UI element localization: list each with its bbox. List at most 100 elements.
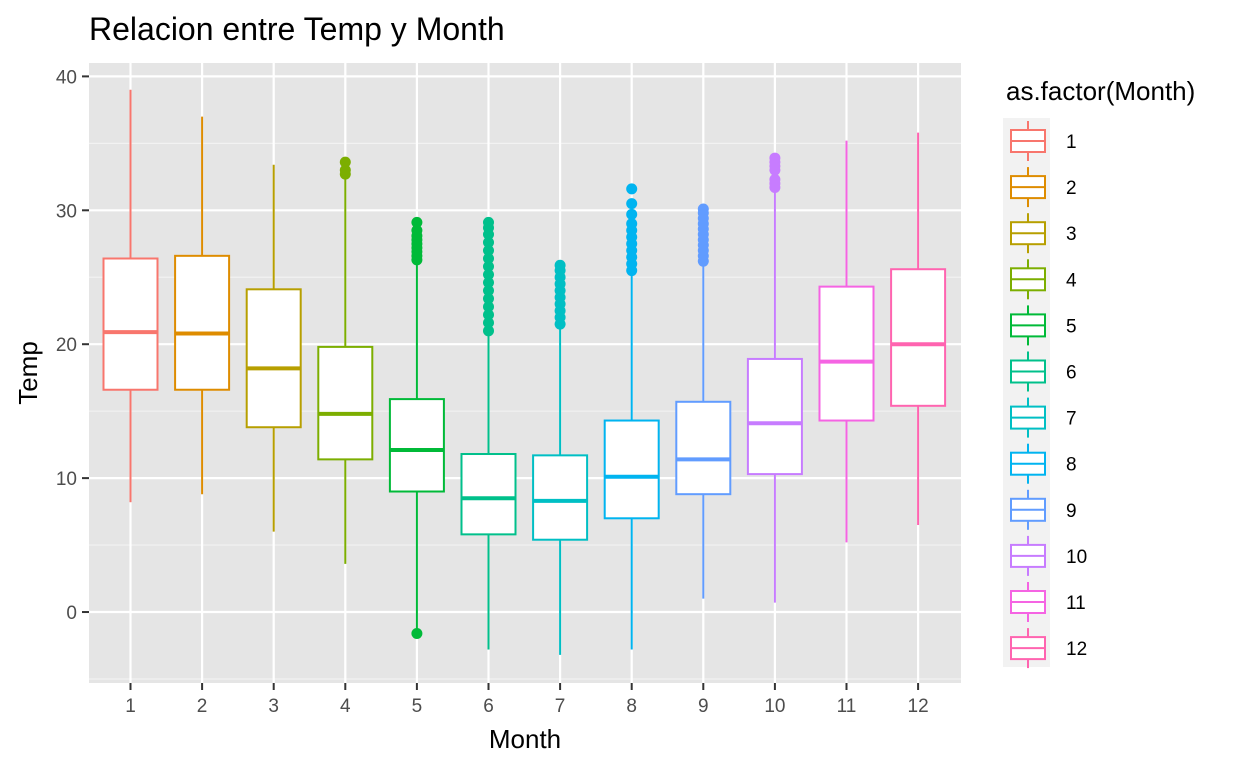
box-month-3 [245, 164, 302, 532]
x-tick-label: 5 [412, 696, 423, 717]
outlier-point [483, 244, 494, 256]
x-tick-label: 11 [837, 696, 857, 717]
box-month-1 [102, 89, 159, 503]
legend-item-9: 9 [1010, 489, 1077, 530]
legend-item-3: 3 [1010, 213, 1077, 254]
legend-label: 12 [1066, 639, 1087, 660]
legend-item-10: 10 [1010, 535, 1087, 576]
y-tick-label: 0 [66, 603, 77, 624]
outlier-point [554, 259, 566, 271]
box-body [890, 268, 947, 407]
x-tick-label: 3 [268, 696, 279, 717]
x-tick-label: 1 [125, 696, 136, 717]
box-month-2 [174, 116, 231, 495]
outlier-point [339, 156, 351, 168]
box-body [245, 288, 302, 429]
outlier-point [339, 164, 351, 176]
box-body [388, 398, 445, 493]
outlier-point [483, 309, 494, 321]
outlier-point [483, 253, 494, 265]
outlier-point [483, 293, 494, 305]
legend-key-background [1003, 118, 1050, 667]
legend-label: 8 [1066, 455, 1077, 476]
outlier-point [483, 301, 494, 313]
x-tick-label: 6 [483, 696, 494, 717]
outlier-point [697, 203, 709, 215]
legend-label: 6 [1066, 363, 1077, 384]
x-tick-label: 7 [555, 696, 566, 717]
box-body [603, 419, 660, 520]
legend-label: 4 [1066, 270, 1077, 291]
box-month-8 [603, 183, 660, 650]
outlier-point [626, 183, 638, 195]
outlier-point [483, 269, 494, 281]
outlier-point [769, 174, 781, 186]
outlier-point [626, 198, 638, 210]
legend-label: 3 [1066, 224, 1077, 245]
box-month-10 [746, 152, 803, 603]
outlier-point [626, 218, 638, 230]
box-month-6 [460, 216, 517, 650]
legend-item-1: 1 [1010, 121, 1077, 161]
box-body [460, 453, 517, 536]
legend-item-2: 2 [1010, 167, 1077, 208]
x-axis: 1 2 3 4 5 6 7 8 9 10 11 12 [125, 683, 929, 717]
box-body [532, 454, 589, 541]
box-month-4 [317, 156, 374, 564]
x-tick-label: 12 [908, 696, 929, 717]
box-body [317, 345, 374, 461]
legend-label: 1 [1066, 132, 1077, 153]
box-month-7 [532, 259, 589, 655]
box-month-9 [675, 203, 732, 599]
y-tick-label: 20 [56, 335, 77, 356]
box-month-5 [388, 216, 445, 639]
outlier-point [411, 224, 423, 236]
legend-label: 11 [1066, 593, 1086, 614]
legend-label: 5 [1066, 316, 1077, 337]
box-group [102, 89, 947, 655]
outlier-point [769, 152, 781, 164]
outlier-point [411, 216, 423, 228]
outlier-point [483, 325, 494, 337]
box-body [818, 285, 875, 422]
outlier-point [483, 236, 494, 248]
box-body [746, 357, 803, 476]
legend-label: 9 [1066, 501, 1077, 522]
legend-item-7: 7 [1010, 397, 1077, 438]
box-body [102, 257, 159, 391]
outlier-point [626, 208, 638, 220]
legend-item-5: 5 [1010, 305, 1077, 346]
legend-item-8: 8 [1010, 443, 1077, 484]
y-tick-label: 10 [56, 469, 77, 490]
legend-label: 10 [1066, 547, 1087, 568]
box-month-12 [890, 132, 947, 525]
plot-panel [89, 63, 961, 683]
box-body [675, 400, 732, 496]
outlier-point [483, 285, 494, 297]
legend-item-4: 4 [1010, 259, 1077, 300]
outlier-point [483, 261, 494, 273]
outlier-point [411, 627, 423, 639]
outlier-point [483, 216, 494, 228]
x-axis-title: Month [489, 724, 561, 754]
legend-label: 2 [1066, 178, 1077, 199]
x-tick-label: 4 [340, 696, 351, 717]
box-month-11 [818, 140, 875, 543]
legend-item-6: 6 [1010, 351, 1077, 392]
x-tick-label: 9 [698, 696, 709, 717]
y-axis-title: Temp [13, 341, 43, 405]
legend-label: 7 [1066, 409, 1077, 430]
x-tick-label: 10 [764, 696, 785, 717]
x-tick-label: 8 [626, 696, 637, 717]
outlier-point [483, 317, 494, 329]
box-body [174, 254, 231, 391]
outlier-point [483, 277, 494, 289]
chart-title: Relacion entre Temp y Month [89, 11, 505, 47]
y-tick-label: 40 [56, 67, 77, 88]
y-axis: 0 10 20 30 40 [56, 67, 89, 624]
legend-item-11: 11 [1010, 582, 1086, 622]
legend-item-12: 12 [1010, 628, 1087, 669]
